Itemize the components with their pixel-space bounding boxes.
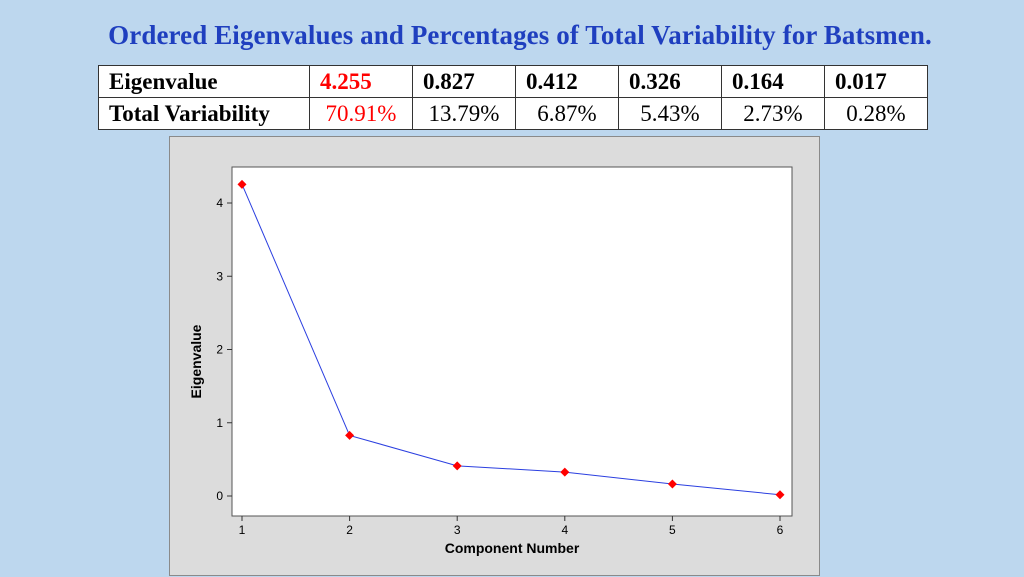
x-tick-label-4: 4: [561, 523, 568, 537]
eigenvalue-cell-5: 0.164: [721, 65, 825, 98]
data-point-5: [667, 479, 677, 489]
axis-ticks: 1 2 3 4 5 6 0 1 2 3 4: [216, 196, 783, 537]
eigenvalue-cell-1: 4.255: [309, 65, 413, 98]
data-points: [237, 179, 785, 500]
eigenvalue-cell-3: 0.412: [515, 65, 619, 98]
data-point-3: [452, 461, 462, 471]
series-line: [241, 184, 781, 496]
variability-cell-3: 6.87%: [515, 97, 619, 130]
variability-cell-2: 13.79%: [412, 97, 516, 130]
eigenvalue-cell-4: 0.326: [618, 65, 722, 98]
y-tick-label-4: 4: [216, 196, 223, 210]
eigenvalue-row-label: Eigenvalue: [98, 65, 310, 98]
x-tick-label-5: 5: [669, 523, 676, 537]
scree-plot: 1 2 3 4 5 6 0 1 2 3 4 Component Number Eigenvalue: [188, 166, 793, 556]
y-tick-label-0: 0: [216, 489, 223, 503]
x-tick-label-2: 2: [346, 523, 353, 537]
y-tick-label-1: 1: [216, 416, 223, 430]
variability-cell-4: 5.43%: [618, 97, 722, 130]
variability-row: Total Variability 70.91% 13.79% 6.87% 5.…: [98, 97, 928, 130]
eigenvalue-cell-2: 0.827: [412, 65, 516, 98]
variability-cell-5: 2.73%: [721, 97, 825, 130]
y-axis-label: Eigenvalue: [188, 324, 204, 398]
data-point-1: [237, 179, 247, 189]
x-axis-label: Component Number: [445, 540, 580, 556]
variability-row-label: Total Variability: [98, 97, 310, 130]
slide-title: Ordered Eigenvalues and Percentages of T…: [108, 20, 932, 50]
data-point-6: [775, 490, 785, 500]
eigenvalue-table: Eigenvalue 4.255 0.827 0.412 0.326 0.164…: [98, 65, 928, 130]
eigenvalue-row: Eigenvalue 4.255 0.827 0.412 0.326 0.164…: [98, 65, 928, 98]
x-tick-label-3: 3: [454, 523, 461, 537]
data-point-2: [345, 430, 355, 440]
y-tick-label-2: 2: [216, 343, 223, 357]
variability-cell-1: 70.91%: [309, 97, 413, 130]
variability-cell-6: 0.28%: [824, 97, 928, 130]
scree-plot-panel: 1 2 3 4 5 6 0 1 2 3 4 Component Number Eigenvalue: [169, 136, 820, 576]
y-tick-label-3: 3: [216, 269, 223, 283]
x-tick-label-6: 6: [777, 523, 784, 537]
eigenvalue-cell-6: 0.017: [824, 65, 928, 98]
x-tick-label-1: 1: [239, 523, 246, 537]
plot-area: [231, 166, 793, 517]
data-point-4: [560, 467, 570, 477]
